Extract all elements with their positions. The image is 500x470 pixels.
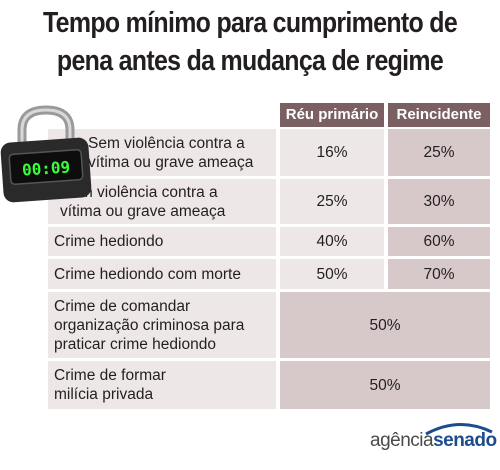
row-label: Crime de formar milícia privada [48,361,276,409]
padlock-icon: 00:09 [0,105,92,203]
value-cell: 50% [280,259,384,289]
row-label-text: Com violência contra a vítima ou grave a… [60,183,226,220]
value-cell: 25% [280,179,384,224]
row-label-text: Crime de formar milícia privada [54,367,166,403]
value-cell-merged: 50% [280,361,490,409]
title-line-1: Tempo mínimo para cumprimento de [42,7,458,39]
agencia-senado-logo: agênciasenado [370,430,497,452]
page-title: Tempo mínimo para cumprimento de pena an… [35,4,465,80]
header-reincidente: Reincidente [388,103,490,127]
value-cell: 70% [388,259,490,289]
title-line-2: pena antes da mudança de regime [56,45,444,77]
header-reu-primario: Réu primário [280,103,384,127]
value-cell: 30% [388,179,490,224]
row-label: Crime hediondo [48,227,276,256]
value-cell-merged: 50% [280,292,490,358]
lock-display-text: 00:09 [21,157,70,179]
value-cell: 40% [280,227,384,256]
row-label-text: Crime de comandar organização criminosa … [54,297,245,353]
row-label: Crime de comandar organização criminosa … [48,292,276,358]
value-cell: 16% [280,129,384,176]
logo-part-1: agência [370,430,434,451]
logo-part-2: senado [433,430,497,451]
logo-swoosh-icon [425,422,493,436]
row-label: Crime hediondo com morte [48,259,276,289]
row-label-text: Sem violência contra a vítima ou grave a… [88,134,254,171]
value-cell: 60% [388,227,490,256]
value-cell: 25% [388,129,490,176]
